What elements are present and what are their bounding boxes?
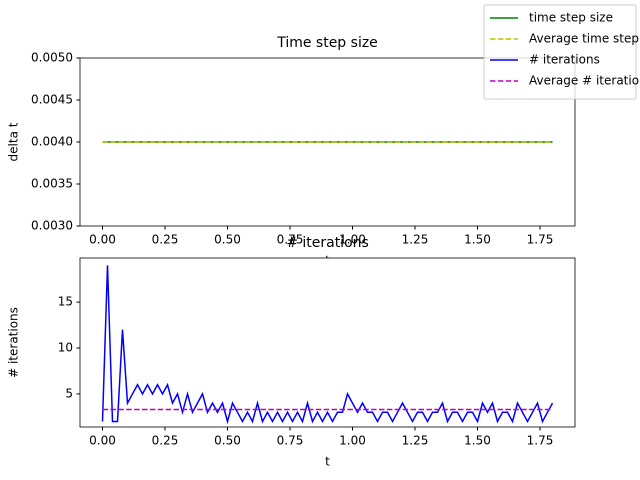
x-tick-label: 1.75	[527, 434, 554, 448]
x-axis-label: t	[325, 455, 330, 469]
plot-lines	[101, 265, 554, 425]
x-tick-label: 1.25	[402, 434, 429, 448]
y-axis-label: delta t	[7, 122, 21, 161]
y-tick-label: 0.0050	[31, 51, 73, 65]
x-tick-label: 0.75	[277, 233, 304, 247]
x-tick-label: 1.75	[527, 233, 554, 247]
chart-title: # iterations	[286, 235, 369, 251]
x-tick-label: 0.00	[89, 434, 116, 448]
x-tick-label: 0.75	[277, 434, 304, 448]
x-tick-label: 0.25	[152, 233, 179, 247]
legend-label: time step size	[529, 11, 613, 25]
y-tick-label: 0.0035	[31, 177, 73, 191]
legend-box	[483, 4, 637, 100]
y-axis-label: # iterations	[7, 307, 21, 378]
chart-title: Time step size	[276, 35, 378, 51]
x-tick-label: 0.25	[152, 434, 179, 448]
y-tick-label: 0.0045	[31, 93, 73, 107]
y-tick-label: 15	[58, 295, 73, 309]
y-tick-label: 0.0030	[31, 219, 73, 233]
subplot: 0.00 0.25 0.50 0.75 1.00 1.25 1.50 1.75 5 10 15 # i…	[7, 235, 576, 469]
x-tick-label: 1.00	[339, 434, 366, 448]
x-tick-label: 1.00	[339, 233, 366, 247]
x-tick-label: 0.50	[214, 233, 241, 247]
y-tick-label: 5	[65, 386, 73, 400]
x-tick-label: 0.00	[89, 233, 116, 247]
y-tick-label: 0.0040	[31, 135, 73, 149]
x-tick-label: 1.25	[402, 233, 429, 247]
series-line	[101, 265, 554, 425]
legend-label: Average time step size	[529, 32, 640, 46]
legend: time step size Average time step size # it…	[483, 4, 640, 100]
x-tick-label: 0.50	[214, 434, 241, 448]
y-tick-label: 10	[58, 341, 73, 355]
plot-area	[80, 258, 575, 427]
x-tick-label: 1.50	[464, 233, 491, 247]
axes-frame	[79, 57, 576, 227]
axes-frame	[79, 257, 576, 428]
x-tick-label: 1.50	[464, 434, 491, 448]
legend-label: # iterations	[529, 53, 600, 67]
legend-label: Average # iterations	[529, 74, 640, 88]
